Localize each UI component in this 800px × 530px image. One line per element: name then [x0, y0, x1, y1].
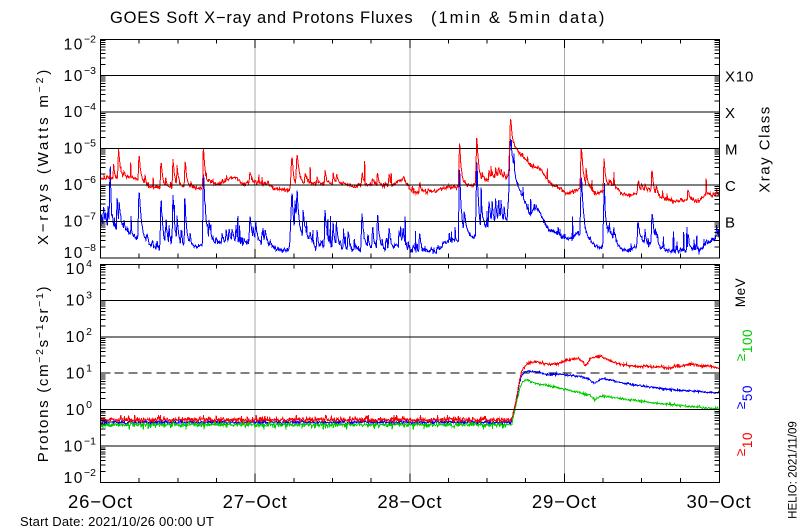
svg-text:M: M — [725, 141, 738, 158]
svg-text:HELIO: 2021/11/09: HELIO: 2021/11/09 — [788, 421, 800, 519]
svg-text:103: 103 — [66, 290, 92, 310]
svg-text:≥10: ≥10 — [733, 432, 755, 456]
svg-text:104: 104 — [66, 258, 92, 278]
svg-text:≥100: ≥100 — [733, 329, 755, 361]
svg-text:X10: X10 — [725, 69, 754, 86]
svg-text:≥50: ≥50 — [733, 385, 755, 409]
svg-text:Protons (cm−2s−1sr−1): Protons (cm−2s−1sr−1) — [34, 285, 52, 463]
svg-text:GOES Soft X−ray and Protons Fl: GOES Soft X−ray and Protons Fluxes — [110, 9, 413, 27]
svg-text:28−Oct: 28−Oct — [377, 491, 442, 512]
svg-text:X: X — [725, 105, 736, 122]
svg-text:27−Oct: 27−Oct — [223, 491, 288, 512]
svg-text:MeV: MeV — [733, 278, 748, 308]
svg-text:C: C — [725, 178, 737, 195]
svg-text:(1min & 5min data): (1min & 5min data) — [431, 9, 606, 27]
svg-text:100: 100 — [66, 399, 92, 419]
svg-text:102: 102 — [66, 326, 92, 346]
svg-text:Xray Class: Xray Class — [757, 105, 774, 193]
svg-text:26−Oct: 26−Oct — [68, 491, 133, 512]
svg-text:Start Date: 2021/10/26 00:00 U: Start Date: 2021/10/26 00:00 UT — [20, 514, 214, 529]
svg-text:29−Oct: 29−Oct — [532, 491, 597, 512]
svg-text:101: 101 — [66, 363, 92, 383]
svg-text:B: B — [725, 214, 736, 231]
svg-text:X−rays (Watts m−2): X−rays (Watts m−2) — [34, 67, 52, 245]
svg-text:30−Oct: 30−Oct — [687, 491, 752, 512]
